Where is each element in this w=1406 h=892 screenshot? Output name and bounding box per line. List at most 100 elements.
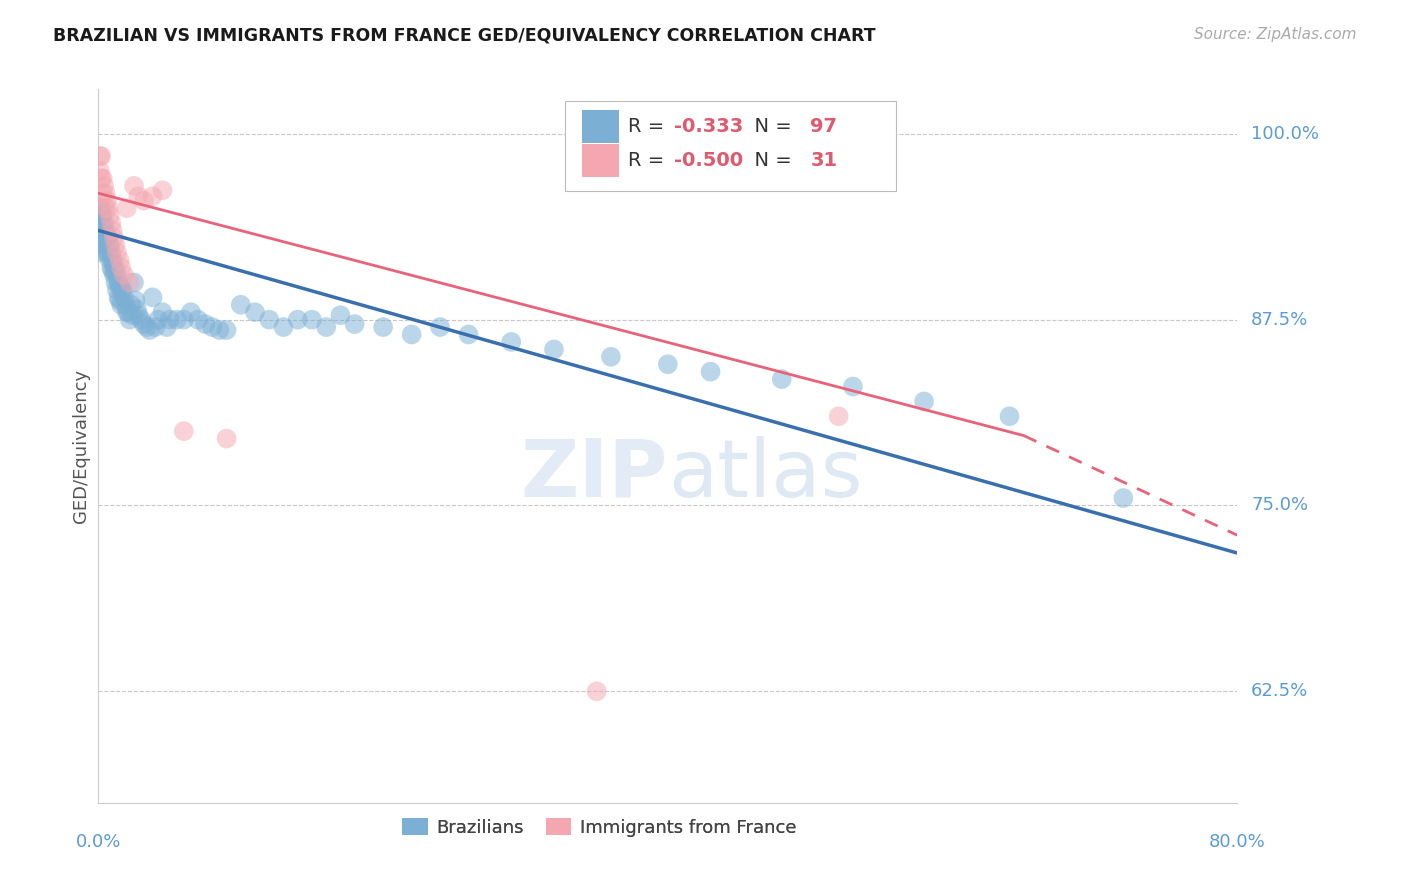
Point xyxy=(770,372,793,386)
Point xyxy=(103,268,125,282)
Point xyxy=(104,238,127,252)
Point xyxy=(122,276,145,290)
Point xyxy=(101,223,124,237)
Point xyxy=(108,253,131,268)
Point xyxy=(90,238,112,252)
Text: 0.0%: 0.0% xyxy=(76,833,121,851)
Point xyxy=(127,308,149,322)
Text: R =: R = xyxy=(628,117,671,136)
Point xyxy=(301,312,323,326)
Point xyxy=(114,298,136,312)
Point xyxy=(132,317,155,331)
Point xyxy=(329,308,352,322)
Text: -0.500: -0.500 xyxy=(673,151,742,170)
Point xyxy=(115,305,138,319)
Point xyxy=(156,320,179,334)
Point xyxy=(229,298,252,312)
Y-axis label: GED/Equivalency: GED/Equivalency xyxy=(72,369,90,523)
Point xyxy=(828,409,851,424)
Point xyxy=(842,379,865,393)
Point xyxy=(89,149,111,163)
Point xyxy=(105,245,128,260)
Point xyxy=(90,223,112,237)
Point xyxy=(103,258,125,272)
Point xyxy=(118,276,141,290)
Point xyxy=(129,312,152,326)
Point xyxy=(89,209,111,223)
Point xyxy=(108,293,131,308)
Text: ZIP: ZIP xyxy=(520,435,668,514)
Point xyxy=(112,268,135,282)
Point xyxy=(100,245,122,260)
Point xyxy=(159,312,181,326)
Point xyxy=(201,320,224,334)
Point xyxy=(600,350,623,364)
Point xyxy=(138,323,160,337)
Point xyxy=(93,178,115,193)
Point xyxy=(166,312,188,326)
Point xyxy=(373,320,395,334)
Point xyxy=(91,245,114,260)
Point xyxy=(401,327,423,342)
Point xyxy=(699,365,721,379)
Point xyxy=(1112,491,1135,505)
Point xyxy=(124,293,146,308)
Point xyxy=(97,231,120,245)
Text: 31: 31 xyxy=(810,151,838,170)
Text: N =: N = xyxy=(742,151,797,170)
Point xyxy=(93,216,115,230)
Point xyxy=(90,231,112,245)
Point xyxy=(90,149,112,163)
Point xyxy=(97,201,120,215)
Point xyxy=(94,223,117,237)
Point xyxy=(94,238,117,252)
Point xyxy=(118,312,141,326)
Point xyxy=(94,231,117,245)
Point xyxy=(108,278,131,293)
Point xyxy=(94,186,117,201)
Point xyxy=(97,245,120,260)
Point xyxy=(91,209,114,223)
Point xyxy=(173,312,195,326)
Point xyxy=(89,201,111,215)
Text: -0.333: -0.333 xyxy=(673,117,742,136)
Point xyxy=(105,283,128,297)
Point xyxy=(215,432,238,446)
Point xyxy=(107,276,129,290)
Point xyxy=(96,194,118,208)
Point xyxy=(91,231,114,245)
Point xyxy=(91,186,114,201)
Point xyxy=(501,334,523,349)
Point xyxy=(315,320,337,334)
Point xyxy=(132,194,155,208)
Point xyxy=(110,283,132,297)
Point xyxy=(145,320,167,334)
Point xyxy=(91,223,114,237)
Text: 87.5%: 87.5% xyxy=(1251,310,1309,328)
Text: 75.0%: 75.0% xyxy=(1251,497,1309,515)
Text: 100.0%: 100.0% xyxy=(1251,125,1319,143)
Point xyxy=(343,317,366,331)
Text: R =: R = xyxy=(628,151,671,170)
Point xyxy=(457,327,479,342)
Point xyxy=(105,268,128,282)
Point xyxy=(104,263,127,277)
Point xyxy=(110,260,132,275)
Point xyxy=(98,209,121,223)
Point xyxy=(96,231,118,245)
Point xyxy=(89,231,111,245)
Point xyxy=(93,223,115,237)
Point xyxy=(152,305,174,319)
Text: BRAZILIAN VS IMMIGRANTS FROM FRANCE GED/EQUIVALENCY CORRELATION CHART: BRAZILIAN VS IMMIGRANTS FROM FRANCE GED/… xyxy=(53,27,876,45)
Point xyxy=(100,260,122,275)
Point xyxy=(585,684,607,698)
FancyBboxPatch shape xyxy=(582,110,619,143)
Point xyxy=(998,409,1021,424)
Point xyxy=(912,394,935,409)
Point xyxy=(273,320,295,334)
Point xyxy=(94,201,117,215)
Point xyxy=(122,178,145,193)
Point xyxy=(152,183,174,197)
Point xyxy=(110,298,132,312)
Point xyxy=(543,343,565,357)
